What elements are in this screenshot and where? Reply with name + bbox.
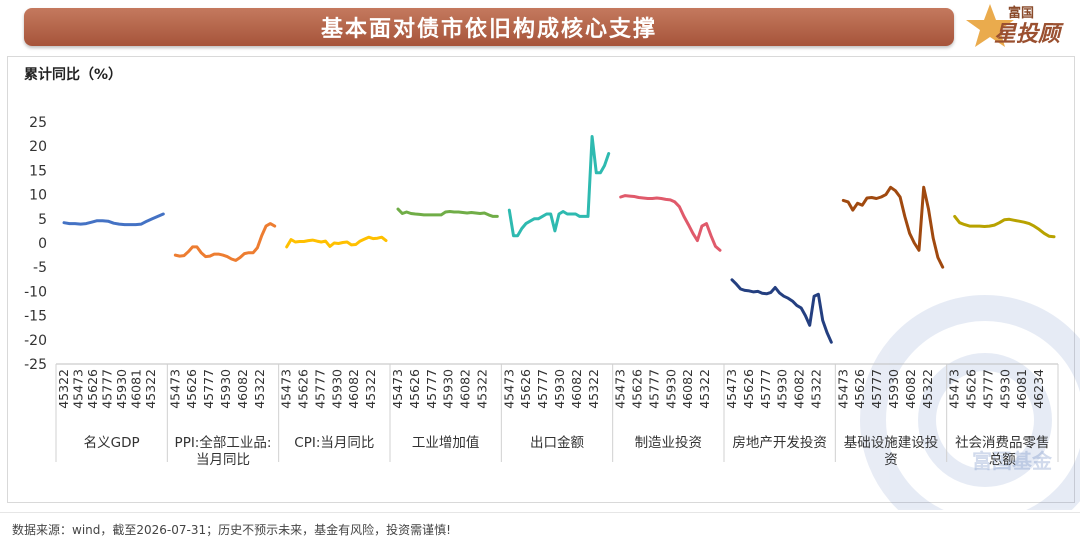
x-tick-label: 45930 — [218, 369, 233, 409]
star-logo-icon — [966, 4, 1014, 47]
x-tick-label: 45473 — [613, 369, 628, 409]
category-label-3: 工业增加值 — [411, 435, 480, 451]
x-tick-label: 45930 — [114, 369, 129, 409]
x-tick-label: 45777 — [758, 369, 773, 409]
footer-divider — [0, 512, 1080, 513]
x-tick-label: 45930 — [441, 369, 456, 409]
series-line-7 — [841, 185, 945, 269]
y-tick-label-4: 5 — [38, 212, 47, 228]
x-tick-label: 45626 — [296, 369, 311, 409]
series-line-3 — [396, 207, 499, 218]
x-tick-label: 46082 — [235, 369, 250, 409]
x-tick-label: 45930 — [997, 369, 1012, 409]
x-tick-label: 46234 — [1031, 369, 1046, 409]
category-label-2: CPI:当月同比 — [294, 435, 375, 451]
x-tick-label: 45473 — [279, 369, 294, 409]
series-line-1 — [173, 222, 277, 262]
x-tick-label: 46082 — [569, 369, 584, 409]
y-tick-label-9: -20 — [24, 333, 47, 349]
x-tick-label: 46082 — [903, 369, 918, 409]
x-tick-label: 45626 — [184, 369, 199, 409]
category-label-4: 出口金额 — [529, 435, 584, 451]
x-tick-label: 45930 — [552, 369, 567, 409]
x-tick-label: 45626 — [630, 369, 645, 409]
x-tick-label: 45473 — [724, 369, 739, 409]
x-tick-label: 45930 — [775, 369, 790, 409]
x-tick-label: 45777 — [312, 369, 327, 409]
x-tick-label: 45473 — [71, 369, 86, 409]
x-tick-label: 45322 — [474, 369, 489, 409]
x-tick-label: 45473 — [390, 369, 405, 409]
logo-text-main: 星投顾 — [994, 22, 1061, 47]
y-tick-label-3: 10 — [29, 188, 47, 204]
series-line-4 — [507, 135, 611, 238]
y-tick-label-6: -5 — [33, 260, 47, 276]
x-tick-label: 45777 — [535, 369, 550, 409]
title-banner: 基本面对债市依旧构成核心支撑 — [24, 8, 954, 46]
x-tick-label: 45626 — [518, 369, 533, 409]
chart-frame — [7, 56, 1075, 503]
x-tick-label: 45777 — [201, 369, 216, 409]
x-tick-label: 45626 — [741, 369, 756, 409]
category-label-6: 房地产开发投资 — [732, 435, 827, 451]
series-lines — [62, 135, 1056, 344]
x-tick-label: 45322 — [56, 369, 71, 409]
series-line-8 — [953, 214, 1056, 239]
series-line-6 — [730, 278, 833, 344]
x-axis: 45322 45473 45626 45777 45930 46081 45322 45473… — [55, 363, 1059, 462]
category-label-5: 制造业投资 — [634, 435, 703, 451]
y-tick-label-7: -10 — [24, 284, 47, 300]
y-axis: 25 20 15 10 5 0 -5 -10 -15 -20 -25 — [24, 115, 47, 373]
x-tick-label: 45777 — [646, 369, 661, 409]
x-tick-label: 45473 — [835, 369, 850, 409]
x-tick-label: 45626 — [85, 369, 100, 409]
watermark — [860, 295, 1080, 510]
x-tick-label: 45473 — [167, 369, 182, 409]
x-tick-label: 46081 — [1014, 369, 1029, 409]
logo-text-top: 富国 — [1008, 6, 1035, 21]
category-label-1: PPI:全部工业品:当月同比 — [174, 435, 272, 468]
x-tick-label: 45777 — [424, 369, 439, 409]
x-tick-label: 45777 — [99, 369, 114, 409]
y-tick-label-10: -25 — [24, 357, 47, 373]
x-tick-label: 46082 — [792, 369, 807, 409]
category-label-7: 基础设施建设投资 — [843, 435, 939, 468]
x-tick-label: 45322 — [808, 369, 823, 409]
y-tick-label-8: -15 — [24, 309, 47, 325]
x-tick-label: 45930 — [886, 369, 901, 409]
x-tick-label: 46082 — [458, 369, 473, 409]
x-tick-label: 46082 — [680, 369, 695, 409]
series-line-5 — [619, 194, 722, 252]
x-tick-label: 45322 — [143, 369, 158, 409]
x-tick-label: 45473 — [947, 369, 962, 409]
x-tick-label: 45322 — [252, 369, 267, 409]
x-tick-label: 45322 — [697, 369, 712, 409]
x-tick-label: 45473 — [501, 369, 516, 409]
y-tick-label-0: 25 — [29, 115, 47, 131]
x-tick-label: 45930 — [663, 369, 678, 409]
watermark-text: 富国基金 — [972, 449, 1053, 473]
x-tick-label: 45322 — [586, 369, 601, 409]
x-tick-label: 45322 — [920, 369, 935, 409]
x-tick-label: 45930 — [329, 369, 344, 409]
x-tick-label: 46081 — [128, 369, 143, 409]
x-tick-label: 45626 — [964, 369, 979, 409]
y-tick-label-5: 0 — [38, 236, 47, 252]
category-label-0: 名义GDP — [83, 435, 140, 451]
category-label-8: 社会消费品零售总额 — [955, 435, 1050, 468]
page-title: 基本面对债市依旧构成核心支撑 — [320, 17, 657, 42]
x-tick-label: 45777 — [980, 369, 995, 409]
y-tick-label-1: 20 — [29, 139, 47, 155]
y-axis-label: 累计同比（%） — [24, 67, 123, 83]
x-tick-label: 45777 — [869, 369, 884, 409]
x-tick-label: 45626 — [407, 369, 422, 409]
x-tick-label: 45322 — [363, 369, 378, 409]
source-note: 数据来源：wind，截至2026-07-31；历史不预示未来，基金有风险，投资需… — [12, 523, 451, 537]
series-line-2 — [285, 235, 388, 249]
y-tick-label-2: 15 — [29, 163, 47, 179]
x-tick-label: 46082 — [346, 369, 361, 409]
series-line-0 — [62, 212, 165, 227]
x-tick-label: 45626 — [852, 369, 867, 409]
